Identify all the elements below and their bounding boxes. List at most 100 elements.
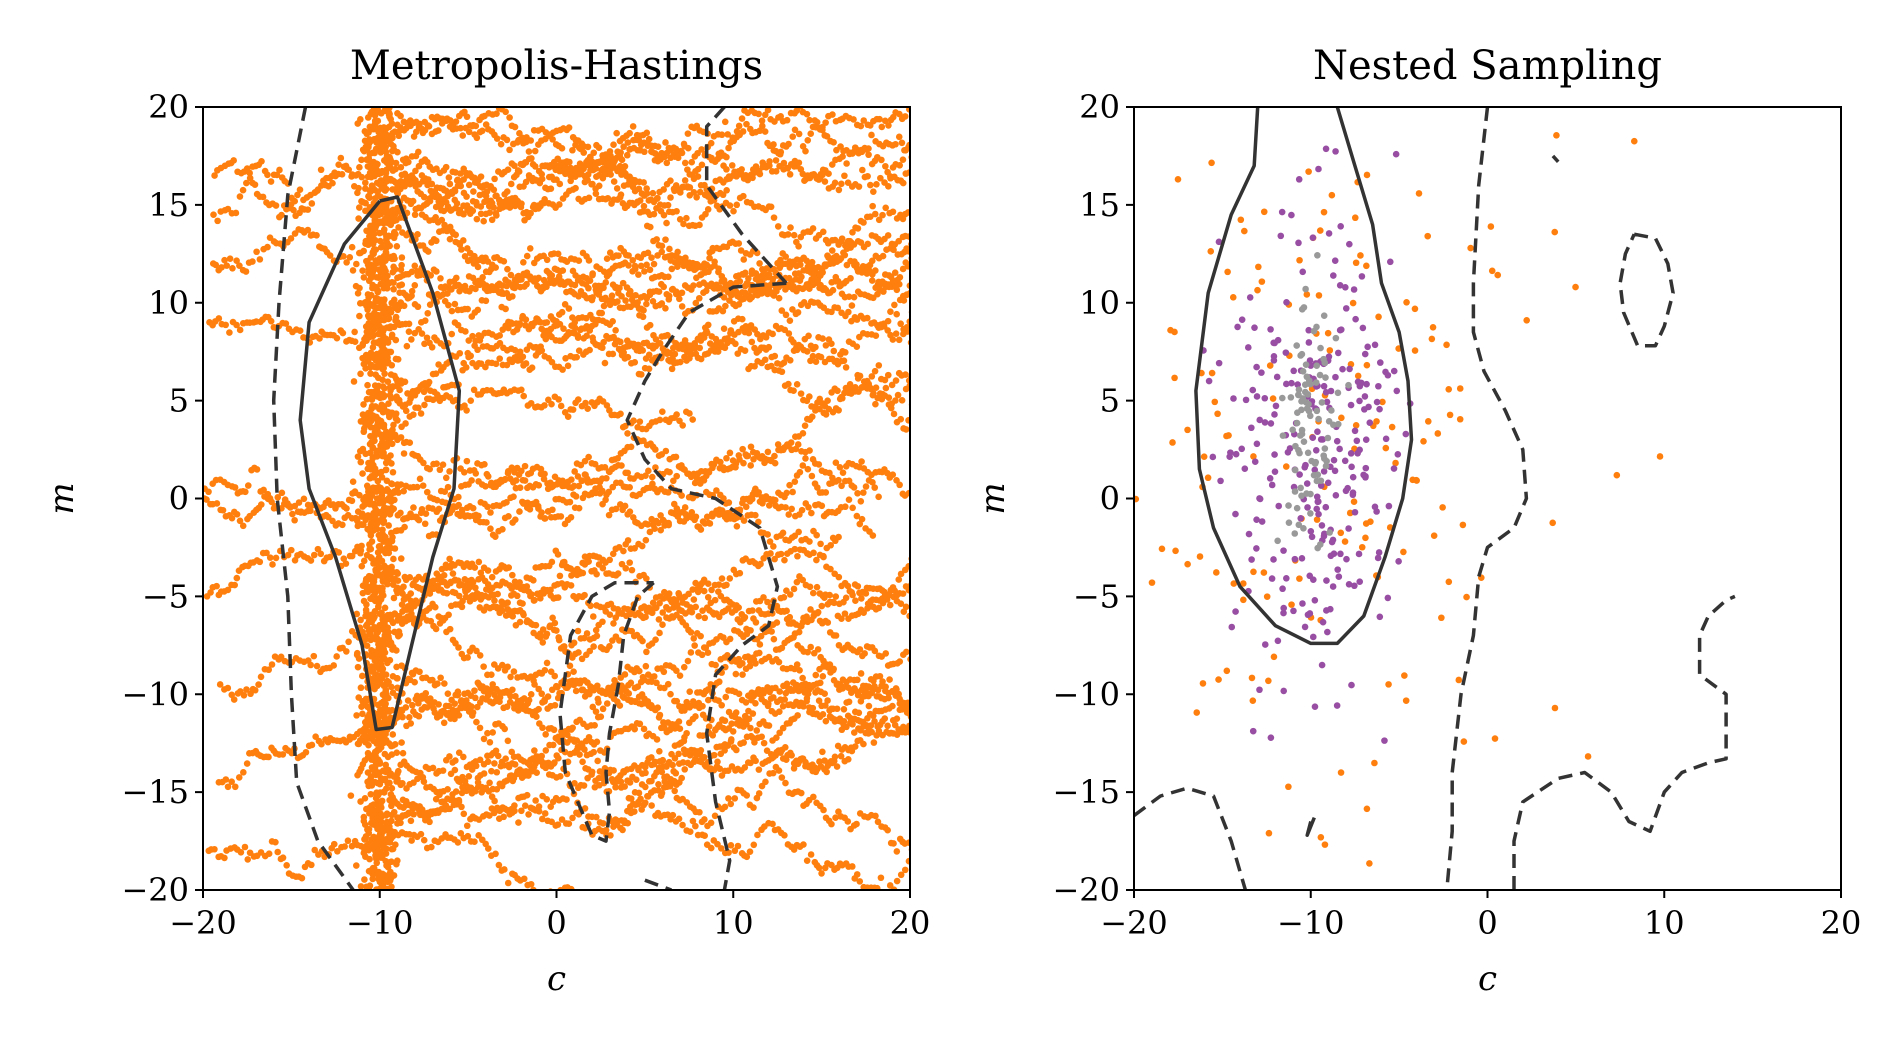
- data-point: [776, 708, 783, 715]
- data-point: [860, 609, 867, 616]
- data-point: [633, 943, 640, 950]
- data-point: [911, 212, 918, 219]
- data-point: [329, 179, 336, 187]
- data-point: [664, 955, 671, 962]
- data-point: [893, 848, 901, 855]
- data-point: [832, 459, 840, 467]
- data-point: [511, 761, 519, 768]
- data-point: [635, 271, 642, 278]
- data-point: [619, 942, 626, 949]
- data-point: [240, 692, 248, 699]
- data-point: [733, 746, 740, 754]
- data-point: [651, 758, 659, 766]
- data-point: [837, 752, 845, 760]
- data-point: [459, 132, 467, 139]
- data-point: [767, 203, 775, 211]
- data-point: [735, 690, 743, 698]
- data-point: [577, 461, 585, 469]
- data-point: [643, 648, 650, 656]
- data-point: [596, 927, 603, 934]
- data-point: [723, 515, 731, 523]
- data-point: [774, 223, 782, 230]
- data-point: [904, 263, 910, 270]
- data-point: [243, 179, 250, 187]
- data-point: [667, 177, 674, 184]
- data-point: [921, 96, 928, 103]
- data-point: [869, 202, 876, 210]
- data-point: [884, 722, 891, 730]
- data-point: [711, 990, 718, 997]
- data-point: [755, 518, 762, 526]
- data-point: [510, 493, 517, 500]
- data-point: [484, 845, 492, 852]
- data-point: [646, 223, 654, 231]
- data-point: [549, 741, 557, 749]
- data-point: [711, 258, 718, 266]
- data-point: [859, 262, 867, 270]
- data-point: [463, 407, 470, 414]
- data-point: [887, 308, 894, 315]
- data-point: [586, 346, 593, 354]
- data-point: [566, 498, 574, 506]
- data-point: [739, 128, 747, 135]
- data-point: [548, 558, 556, 566]
- data-point: [244, 482, 252, 489]
- data-point: [588, 296, 596, 304]
- data-point: [918, 714, 925, 721]
- data-point: [838, 235, 846, 242]
- data-point: [499, 525, 506, 533]
- data-point: [884, 327, 892, 334]
- data-point: [259, 193, 267, 201]
- data-point: [614, 298, 621, 305]
- data-point: [317, 550, 325, 558]
- data-point: [415, 148, 422, 156]
- data-point: [313, 662, 321, 670]
- data-point: [509, 612, 517, 620]
- data-point: [850, 116, 857, 123]
- data-point: [656, 416, 664, 424]
- data-point: [918, 552, 925, 559]
- data-point: [408, 837, 415, 844]
- data-point: [239, 186, 247, 194]
- data-point: [527, 137, 535, 144]
- data-point: [406, 399, 413, 406]
- data-point: [415, 712, 423, 720]
- data-point: [451, 766, 459, 774]
- data-point: [696, 344, 704, 352]
- data-point: [626, 955, 633, 962]
- data-point: [850, 729, 858, 736]
- data-point: [224, 586, 232, 594]
- data-point: [505, 512, 512, 520]
- data-point: [842, 364, 850, 371]
- data-point: [919, 366, 926, 373]
- data-point: [907, 246, 910, 253]
- data-point: [593, 738, 601, 746]
- data-point: [775, 767, 783, 774]
- data-point: [848, 1040, 855, 1047]
- data-point: [760, 739, 768, 747]
- data-point: [246, 169, 253, 177]
- data-point: [516, 130, 523, 137]
- data-point: [758, 733, 765, 741]
- data-point: [272, 554, 280, 562]
- data-point: [239, 522, 247, 530]
- data-point: [249, 258, 256, 265]
- data-point: [316, 335, 323, 342]
- data-point: [451, 186, 459, 193]
- data-point: [782, 504, 789, 511]
- data-point: [474, 306, 482, 314]
- data-point: [423, 488, 431, 496]
- data-point: [822, 119, 829, 126]
- data-point: [617, 191, 625, 198]
- data-point: [740, 517, 748, 524]
- data-point: [805, 332, 812, 340]
- data-point: [602, 279, 610, 286]
- data-point: [911, 708, 918, 715]
- data-point: [843, 1033, 850, 1040]
- data-point: [253, 466, 261, 473]
- data-point: [893, 1041, 900, 1048]
- data-point: [645, 467, 652, 475]
- data-point: [265, 850, 273, 857]
- data-point: [465, 773, 473, 780]
- data-point: [786, 317, 794, 324]
